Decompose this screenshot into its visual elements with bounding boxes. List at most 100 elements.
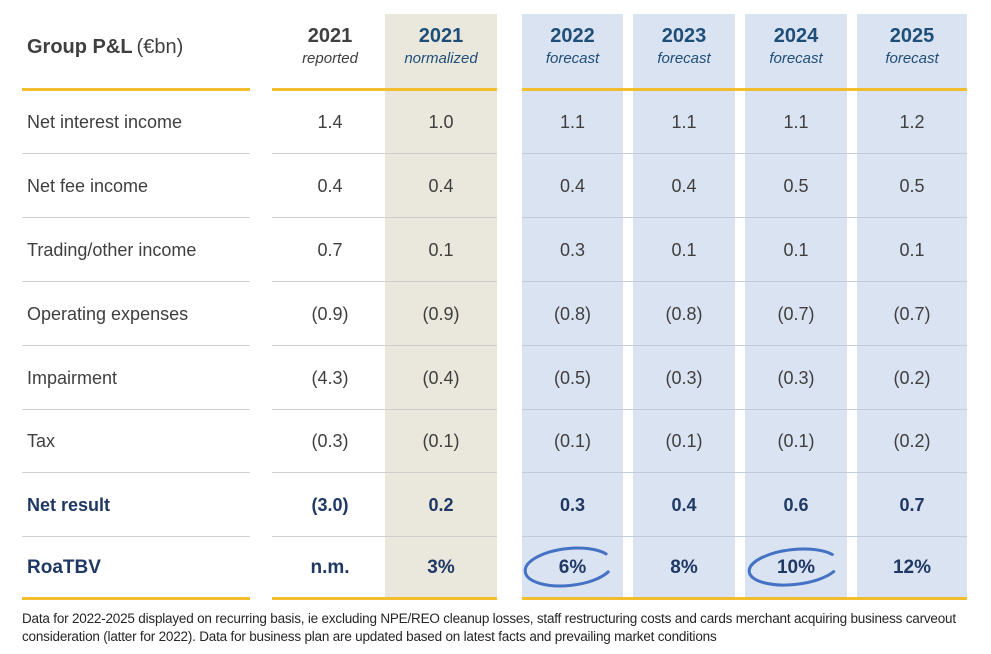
row-divider [22, 409, 250, 410]
value-cell: 0.5 [783, 175, 809, 196]
gold-divider [22, 88, 250, 91]
row-label: Tax [27, 430, 56, 451]
column-year: 2022 [550, 25, 595, 47]
value-cell: 1.0 [428, 111, 454, 132]
value-cell: (0.9) [311, 303, 349, 324]
column-header-2023-forecast: 2023 forecast [633, 24, 735, 70]
column-header-2024-forecast: 2024 forecast [745, 24, 847, 70]
column-year: 2024 [773, 25, 819, 47]
value-cell: 1.4 [317, 111, 343, 132]
value-cell: (0.8) [553, 303, 591, 324]
row-divider [272, 153, 497, 154]
value-cell: 0.2 [428, 494, 454, 515]
value-cell: 0.4 [559, 175, 586, 196]
row-divider [272, 281, 497, 282]
value-cell: (0.3) [311, 430, 349, 451]
gold-divider [272, 597, 497, 600]
table-row: Impairment (4.3) (0.4) (0.5) (0.3) (0.3)… [0, 346, 991, 410]
column-subtitle: forecast [885, 50, 939, 67]
value-cell: (0.1) [665, 430, 703, 451]
row-divider [522, 472, 967, 473]
value-cell: (0.8) [665, 303, 703, 324]
value-cell: 0.7 [317, 239, 343, 260]
value-cell: 1.1 [559, 111, 586, 132]
row-label: Net interest income [27, 111, 183, 132]
column-year: 2023 [661, 25, 707, 47]
normalized-column-band [385, 14, 497, 598]
column-header-2021-normalized: 2021 normalized [385, 24, 497, 70]
row-divider [22, 345, 250, 346]
row-divider [272, 345, 497, 346]
value-cell: (0.7) [777, 303, 815, 324]
row-divider [22, 472, 250, 473]
column-year: 2021 [307, 25, 353, 47]
column-header-2021-reported: 2021 reported [272, 24, 388, 70]
forecast-2024-column-band [745, 14, 847, 598]
row-divider [272, 472, 497, 473]
value-cell: (0.2) [893, 430, 931, 451]
forecast-2023-column-band [633, 14, 735, 598]
gold-divider [522, 88, 967, 91]
column-subtitle: reported [302, 50, 358, 67]
row-divider [522, 281, 967, 282]
value-cell: 12% [892, 557, 932, 578]
value-cell: 6% [558, 557, 587, 578]
table-row: Net interest income 1.4 1.0 1.1 1.1 1.1 … [0, 90, 991, 154]
value-cell: 0.7 [899, 494, 925, 515]
gold-divider [272, 88, 497, 91]
value-cell: 1.1 [671, 111, 697, 132]
value-cell: (0.1) [553, 430, 591, 451]
column-subtitle: forecast [545, 50, 600, 67]
row-divider [522, 409, 967, 410]
value-cell: 0.3 [559, 494, 586, 515]
value-cell: 1.2 [899, 111, 925, 132]
column-header-2022-forecast: 2022 forecast [522, 24, 623, 70]
value-cell: 0.1 [671, 239, 697, 260]
value-cell: 0.4 [428, 175, 454, 196]
value-cell: (4.3) [311, 367, 349, 388]
column-subtitle: normalized [404, 50, 478, 67]
gold-divider [22, 597, 250, 600]
table-row: Operating expenses (0.9) (0.9) (0.8) (0.… [0, 282, 991, 346]
value-cell: (0.3) [777, 367, 815, 388]
value-cell: (0.9) [422, 303, 460, 324]
value-cell: 0.1 [428, 239, 454, 260]
value-cell: (0.2) [893, 367, 931, 388]
footnote: Data for 2022-2025 displayed on recurrin… [22, 611, 956, 644]
value-cell: 1.1 [783, 111, 809, 132]
column-year: 2021 [418, 25, 464, 47]
row-label: Impairment [27, 367, 118, 388]
row-divider [272, 409, 497, 410]
value-cell: 0.4 [317, 175, 343, 196]
value-cell: 0.1 [783, 239, 809, 260]
row-divider [22, 536, 250, 537]
value-cell: (0.5) [553, 367, 591, 388]
value-cell: (0.1) [422, 430, 460, 451]
table-row-roatbv: RoaTBV n.m. 3% 6% 8% 10% 12% [0, 537, 991, 599]
table-row-net-result: Net result (3.0) 0.2 0.3 0.4 0.6 0.7 [0, 473, 991, 537]
row-divider [272, 536, 497, 537]
forecast-2025-column-band [857, 14, 967, 598]
value-cell: 0.3 [559, 239, 586, 260]
row-divider [522, 536, 967, 537]
value-cell: 10% [776, 557, 816, 578]
table-title-unit: (€bn) [136, 36, 184, 58]
row-label: RoaTBV [27, 557, 101, 578]
row-divider [522, 217, 967, 218]
row-divider [522, 153, 967, 154]
row-divider [22, 281, 250, 282]
value-cell: (0.7) [893, 303, 931, 324]
row-divider [22, 217, 250, 218]
table-row: Trading/other income 0.7 0.1 0.3 0.1 0.1… [0, 218, 991, 282]
row-divider [272, 217, 497, 218]
value-cell: 3% [427, 557, 455, 578]
value-cell: (0.4) [422, 367, 460, 388]
row-label: Net result [27, 494, 111, 515]
value-cell: n.m. [310, 557, 350, 578]
table-title-main: Group P&L [27, 36, 133, 58]
table-title: Group P&L (€bn) [27, 36, 183, 59]
table-row: Net fee income 0.4 0.4 0.4 0.4 0.5 0.5 [0, 154, 991, 218]
value-cell: (3.0) [311, 494, 349, 515]
row-label: Trading/other income [27, 239, 197, 260]
